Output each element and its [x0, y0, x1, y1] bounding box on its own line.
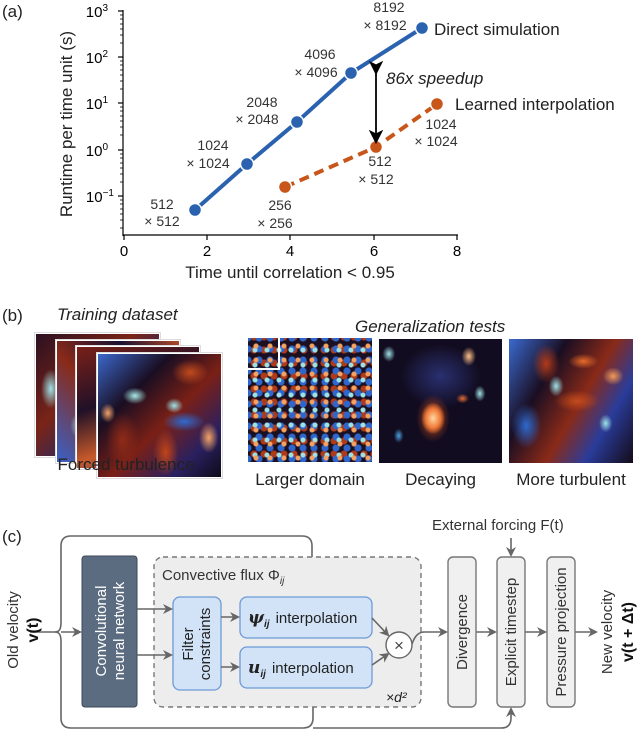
- more-turbulent-caption: More turbulent: [516, 470, 626, 489]
- svg-text:0: 0: [120, 243, 128, 260]
- point-labels: 512× 512 1024× 1024 2048× 2048 4096× 409…: [144, 0, 458, 231]
- psi-interpolation-label: ψij interpolation: [248, 608, 357, 630]
- svg-text:× 512: × 512: [144, 213, 180, 229]
- svg-text:1024: 1024: [197, 137, 228, 153]
- svg-text:× 2048: × 2048: [235, 111, 278, 127]
- legend-direct-simulation: Direct simulation: [434, 20, 560, 39]
- larger-domain-caption: Larger domain: [255, 470, 365, 489]
- svg-text:512: 512: [150, 196, 174, 212]
- external-forcing-label: External forcing F(t): [432, 517, 564, 534]
- divergence-box: [447, 556, 477, 708]
- cnn-label-1: Convolutional: [93, 586, 110, 677]
- svg-text:10−1: 10−1: [86, 188, 115, 206]
- svg-text:2048: 2048: [246, 94, 277, 110]
- filter-constraints-box: [172, 596, 222, 691]
- new-velocity-label: New velocity: [599, 589, 616, 674]
- svg-text:256: 256: [268, 197, 292, 213]
- panel-b-label: (b): [2, 306, 23, 325]
- training-caption: Forced turbulence: [57, 455, 195, 474]
- larger-domain-field: [248, 338, 372, 462]
- multiply-symbol: ×: [394, 636, 404, 655]
- training-dataset-title: Training dataset: [57, 305, 178, 324]
- decaying-caption: Decaying: [405, 470, 476, 489]
- u-interpolation-box: [239, 646, 373, 689]
- u-interpolation-label: uij interpolation: [248, 658, 354, 680]
- y-tick-labels: 103 102 101 100 10−1: [86, 3, 115, 206]
- svg-text:512: 512: [368, 153, 392, 169]
- generalization-tests-title: Generalization tests: [355, 317, 506, 336]
- y-minor-ticks: [120, 14, 123, 229]
- psi-interpolation-box: [239, 596, 373, 639]
- repeat-label: ×d²: [386, 689, 408, 705]
- svg-text:× 4096: × 4096: [294, 64, 337, 80]
- svg-text:4: 4: [286, 243, 294, 260]
- svg-text:× 512: × 512: [358, 171, 394, 187]
- explicit-timestep-box: [496, 556, 526, 708]
- svg-text:× 256: × 256: [257, 215, 293, 231]
- y-axis: [118, 10, 124, 236]
- svg-text:1024: 1024: [425, 116, 456, 132]
- legend-learned-interpolation: Learned interpolation: [455, 95, 615, 114]
- x-axis: [123, 234, 458, 240]
- skip-connections: [30, 535, 516, 729]
- old-velocity-label: Old velocity: [5, 591, 22, 669]
- pressure-projection-box: [546, 556, 576, 708]
- svg-text:101: 101: [86, 95, 109, 113]
- multiply-node: [385, 631, 413, 659]
- cnn-label-2: neural network: [111, 581, 128, 680]
- training-field-4: [97, 353, 222, 478]
- svg-text:2: 2: [203, 243, 211, 260]
- panel-a-label: (a): [2, 2, 23, 21]
- speedup-annotation: 86x speedup: [386, 69, 483, 88]
- decaying-field: [379, 339, 502, 463]
- x-axis-label: Time until correlation < 0.95: [185, 263, 395, 282]
- runtime-chart: 103 102 101 100 10−1 0 2 4 6 8 Time unti…: [57, 0, 615, 282]
- filter-label-1: Filter: [180, 627, 197, 660]
- svg-text:× 1024: × 1024: [414, 133, 457, 149]
- direct-simulation-markers: [187, 20, 430, 218]
- more-turbulent-field: [509, 339, 633, 463]
- panel-c-label: (c): [2, 527, 22, 546]
- cnn-box: [81, 555, 138, 708]
- pressure-projection-label: Pressure projection: [553, 567, 570, 696]
- filter-label-2: constraints: [197, 608, 214, 681]
- y-axis-label: Runtime per time unit (s): [57, 31, 76, 217]
- architecture-diagram: Convolutional neural network Convective …: [5, 517, 637, 729]
- svg-text:× 1024: × 1024: [186, 155, 229, 171]
- svg-text:8192: 8192: [373, 0, 404, 15]
- svg-text:4096: 4096: [304, 46, 335, 62]
- svg-text:100: 100: [86, 142, 109, 160]
- new-velocity-symbol: v(t + Δt): [620, 602, 637, 662]
- svg-text:× 8192: × 8192: [363, 17, 406, 33]
- x-tick-labels: 0 2 4 6 8: [120, 243, 461, 260]
- explicit-timestep-label: Explicit timestep: [503, 578, 520, 686]
- convective-flux-label: Convective flux Φij: [162, 567, 285, 587]
- subdomain-box: [248, 338, 280, 370]
- divergence-label: Divergence: [454, 594, 471, 670]
- svg-text:8: 8: [453, 243, 461, 260]
- svg-text:102: 102: [86, 49, 109, 67]
- svg-text:103: 103: [86, 3, 109, 21]
- internal-arrows: [137, 538, 598, 672]
- old-velocity-symbol: v(t): [25, 618, 42, 643]
- svg-text:6: 6: [370, 243, 378, 260]
